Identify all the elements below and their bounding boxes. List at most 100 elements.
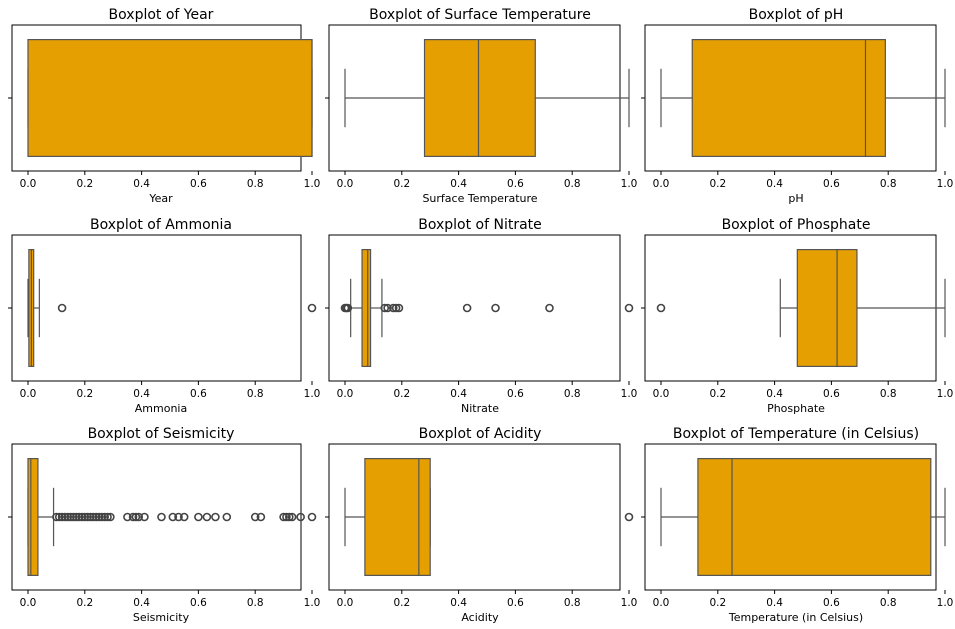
flier-point: [174, 512, 183, 522]
flier-point: [284, 512, 294, 522]
flier-point: [168, 512, 178, 522]
iqr-box: [691, 38, 886, 158]
flier-point: [179, 512, 189, 522]
flier-point: [123, 512, 132, 522]
flier-point: [60, 512, 70, 522]
iqr-box: [364, 458, 431, 577]
flier-point: [134, 512, 144, 522]
flier-point: [211, 512, 220, 522]
flier-point: [86, 512, 95, 522]
x-tick-label: 0.8: [247, 388, 264, 400]
x-tick-label: 0.6: [190, 597, 207, 609]
flier-point: [100, 512, 109, 522]
x-tick-label: 1.0: [621, 388, 638, 400]
x-tick-label: 0.4: [133, 388, 150, 400]
x-tick-label: 0.2: [709, 597, 726, 609]
flier-point: [282, 512, 291, 522]
flier-point: [103, 512, 112, 522]
x-tick-label: 0.0: [653, 388, 670, 400]
x-axis-label: Surface Temperature: [422, 192, 537, 205]
flier-point: [94, 512, 104, 522]
x-tick-label: 0.8: [564, 597, 581, 609]
x-tick-label: 0.2: [76, 388, 93, 400]
x-tick-label: 0.8: [880, 178, 897, 190]
x-tick-label: 0.8: [247, 178, 264, 190]
flier-point: [287, 512, 297, 522]
x-tick-label: 0.0: [20, 178, 37, 190]
flier-point: [91, 512, 101, 522]
iqr-box: [361, 249, 372, 368]
chart-title: Boxplot of Surface Temperature: [369, 7, 591, 23]
x-tick-label: 0.4: [450, 597, 467, 609]
x-tick-label: 0.0: [653, 597, 670, 609]
flier-point: [80, 512, 90, 522]
x-tick-label: 0.6: [507, 178, 524, 190]
x-axis-label: Acidity: [461, 611, 499, 624]
x-axis-label: Nitrate: [461, 402, 499, 415]
iqr-box: [423, 38, 536, 158]
chart-title: Boxplot of Year: [109, 7, 214, 23]
x-tick-label: 0.6: [190, 388, 207, 400]
flier-point: [71, 512, 81, 522]
iqr-box: [697, 458, 932, 577]
flier-point: [250, 512, 260, 522]
flier-point: [279, 512, 288, 522]
x-tick-label: 0.0: [337, 178, 354, 190]
x-tick-label: 0.8: [564, 388, 581, 400]
iqr-box: [27, 458, 39, 577]
x-tick-label: 0.2: [76, 178, 93, 190]
flier-point: [307, 303, 317, 313]
flier-point: [157, 512, 166, 522]
flier-point: [307, 512, 317, 522]
x-tick-label: 0.2: [76, 597, 93, 609]
x-tick-label: 0.8: [880, 388, 897, 400]
flier-point: [194, 512, 203, 522]
x-tick-label: 0.6: [823, 388, 840, 400]
x-axis-label: Temperature (in Celsius): [728, 611, 863, 624]
x-tick-label: 0.6: [823, 178, 840, 190]
flier-point: [391, 303, 401, 313]
flier-point: [222, 512, 232, 522]
x-tick-label: 0.4: [766, 597, 783, 609]
flier-point: [380, 303, 390, 313]
x-tick-label: 1.0: [937, 178, 954, 190]
x-tick-label: 1.0: [621, 597, 638, 609]
chart-title: Boxplot of pH: [749, 7, 844, 23]
x-tick-label: 0.2: [709, 178, 726, 190]
flier-point: [343, 303, 353, 313]
chart-title: Boxplot of Seismicity: [88, 426, 235, 442]
flier-point: [128, 512, 138, 522]
x-tick-label: 0.2: [709, 388, 726, 400]
flier-point: [624, 512, 634, 522]
flier-point: [545, 303, 554, 313]
x-tick-label: 0.4: [766, 388, 783, 400]
x-axis-label: Seismicity: [133, 611, 190, 624]
x-tick-label: 0.8: [880, 597, 897, 609]
x-tick-label: 1.0: [937, 388, 954, 400]
flier-point: [462, 303, 472, 313]
flier-point: [656, 303, 666, 313]
x-tick-label: 0.4: [133, 597, 150, 609]
iqr-box: [796, 249, 858, 368]
x-tick-label: 0.2: [393, 178, 410, 190]
x-tick-label: 1.0: [621, 178, 638, 190]
x-tick-label: 0.8: [564, 178, 581, 190]
flier-point: [296, 512, 305, 522]
flier-point: [74, 512, 84, 522]
x-tick-label: 1.0: [304, 178, 321, 190]
flier-point: [63, 512, 73, 522]
x-tick-label: 1.0: [937, 597, 954, 609]
iqr-box: [27, 38, 313, 158]
x-tick-label: 0.6: [823, 597, 840, 609]
x-axis-label: pH: [788, 192, 803, 205]
chart-title: Boxplot of Temperature (in Celsius): [673, 426, 919, 442]
flier-point: [624, 303, 634, 313]
flier-point: [202, 512, 212, 522]
flier-point: [106, 512, 115, 522]
chart-title: Boxplot of Phosphate: [722, 217, 871, 233]
x-tick-label: 0.6: [507, 597, 524, 609]
x-axis-label: Ammonia: [135, 402, 187, 415]
flier-point: [388, 303, 398, 313]
